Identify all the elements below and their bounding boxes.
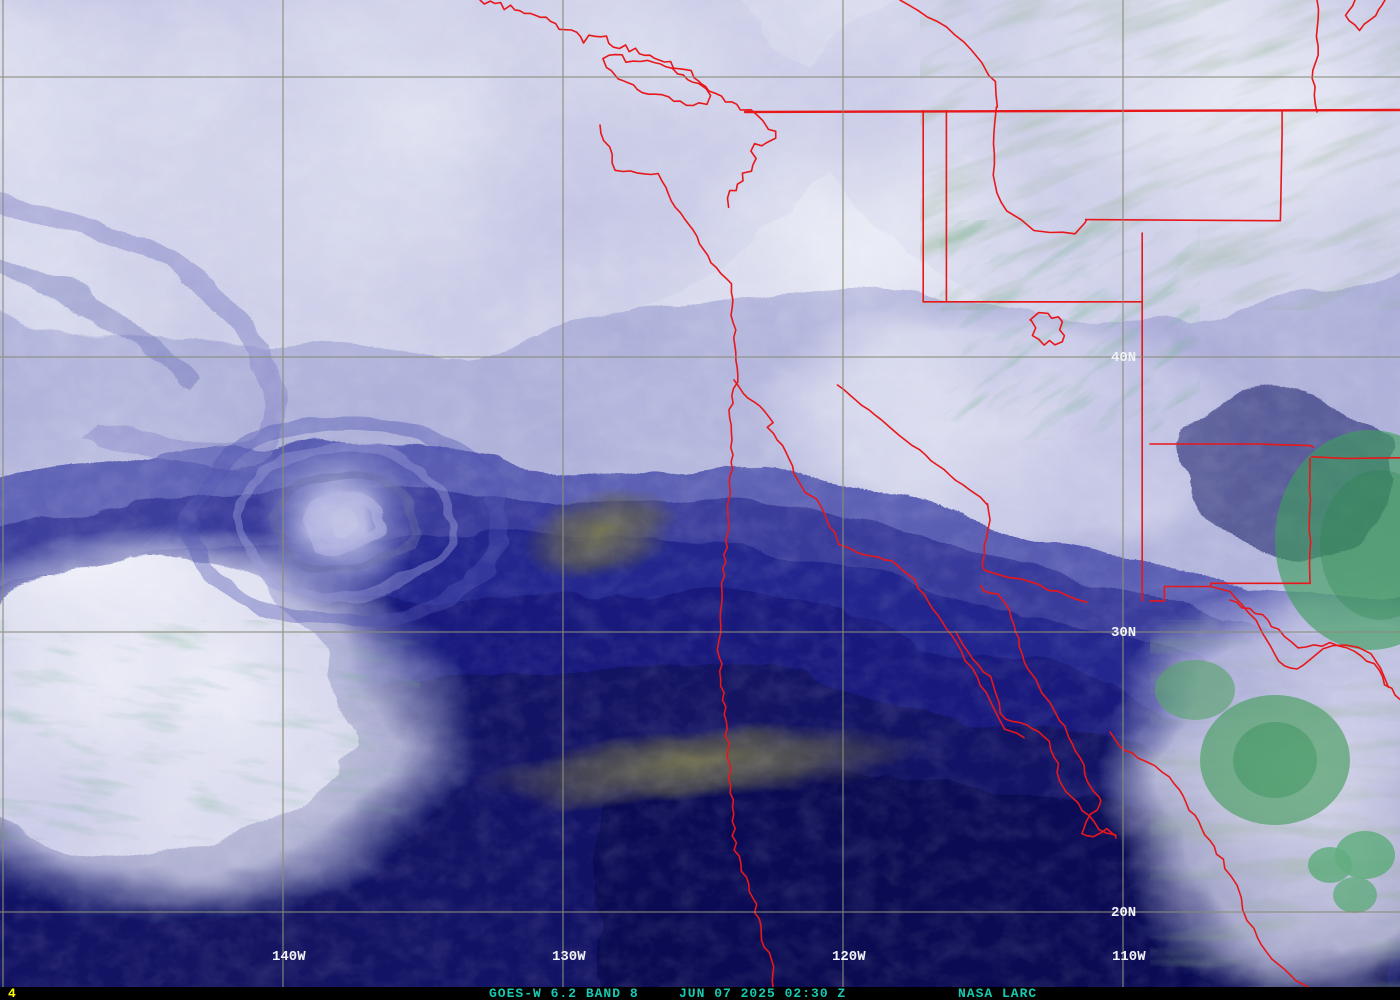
svg-text:110W: 110W <box>1112 949 1146 965</box>
svg-text:130W: 130W <box>552 949 586 965</box>
svg-text:20N: 20N <box>1111 905 1136 921</box>
svg-text:140W: 140W <box>272 949 306 965</box>
svg-text:30N: 30N <box>1111 625 1136 641</box>
svg-text:40N: 40N <box>1111 350 1136 366</box>
svg-text:120W: 120W <box>832 949 866 965</box>
